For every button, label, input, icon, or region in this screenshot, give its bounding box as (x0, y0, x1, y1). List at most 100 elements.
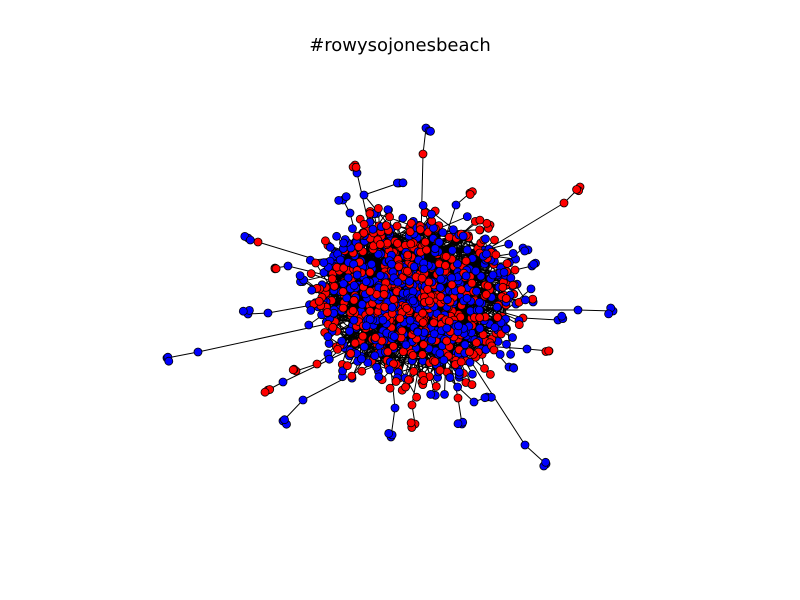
graph-node-red (394, 262, 404, 272)
graph-node-blue (378, 315, 388, 325)
graph-node-blue (365, 315, 375, 324)
graph-node-red (393, 238, 402, 248)
graph-node-red (314, 296, 324, 306)
graph-node-red (271, 264, 281, 274)
graph-node-red (402, 303, 412, 313)
graph-node-red (385, 383, 395, 393)
graph-node-red (253, 237, 263, 247)
graph-node-blue (359, 190, 369, 200)
graph-node-red (260, 387, 270, 397)
graph-node-blue (506, 349, 516, 359)
graph-node-red (491, 250, 501, 260)
graph-node-blue (238, 306, 248, 316)
graph-node-red (485, 369, 495, 379)
graph-node-red (346, 349, 356, 358)
graph-node-blue (361, 321, 371, 331)
graph-node-blue (352, 270, 362, 280)
graph-node-red (373, 203, 383, 213)
graph-node-blue (345, 208, 355, 218)
graph-node-blue (419, 264, 429, 274)
graph-node-red (342, 361, 352, 371)
graph-node-red (327, 274, 337, 284)
graph-node-blue (438, 228, 448, 237)
graph-node-red (406, 239, 416, 249)
graph-node-blue (298, 395, 308, 405)
graph-node-red (501, 294, 511, 303)
graph-node-red (415, 225, 425, 235)
graph-node-red (403, 250, 413, 260)
graph-node-red (349, 295, 359, 305)
graph-node-red (407, 400, 417, 410)
graph-node-red (544, 346, 554, 356)
graph-node-blue (323, 332, 333, 342)
graph-node-red (572, 185, 581, 194)
graph-node-blue (263, 308, 273, 318)
graph-node-red (365, 286, 375, 296)
graph-node-red (514, 320, 524, 330)
graph-node-red (288, 365, 298, 375)
graph-node-blue (454, 321, 463, 331)
graph-node-blue (295, 271, 305, 281)
graph-node-blue (426, 126, 435, 136)
graph-node-red (388, 341, 398, 351)
graph-node-blue (520, 440, 530, 450)
graph-node-blue (447, 245, 457, 255)
graph-node-blue (307, 285, 317, 295)
graph-node-blue (436, 274, 446, 284)
graph-node-blue (385, 365, 395, 375)
graph-node-blue (521, 295, 530, 305)
graph-node-blue (435, 348, 445, 358)
graph-node-red (429, 318, 439, 328)
graph-node-blue (389, 332, 399, 341)
graph-node-red (420, 237, 430, 247)
graph-edge (522, 317, 559, 321)
graph-node-red (359, 219, 369, 229)
graph-node-blue (408, 296, 418, 306)
graph-node-blue (418, 200, 428, 210)
graph-node-red (351, 162, 361, 172)
graph-node-blue (502, 339, 511, 349)
graph-node-blue (359, 342, 369, 352)
graph-node-red (442, 336, 452, 346)
graph-node-blue (164, 356, 174, 366)
graph-node-blue (471, 266, 481, 276)
graph-node-blue (448, 225, 458, 235)
graph-node-blue (375, 271, 385, 280)
graph-node-red (391, 377, 401, 386)
graph-node-red (492, 312, 502, 322)
graph-node-red (481, 290, 491, 299)
graph-node-red (357, 366, 367, 376)
graph-node-red (371, 333, 380, 342)
graph-node-red (417, 350, 427, 360)
graph-node-blue (509, 363, 519, 373)
graph-node-blue (434, 237, 444, 247)
graph-node-red (306, 269, 316, 279)
graph-node-blue (335, 255, 345, 265)
graph-node-red (461, 256, 471, 266)
graph-node-red (381, 221, 391, 230)
graph-node-red (406, 418, 416, 428)
graph-node-red (311, 258, 321, 268)
graph-node-blue (304, 320, 314, 330)
graph-node-blue (334, 195, 344, 205)
graph-node-red (418, 149, 428, 159)
graph-node-blue (339, 238, 348, 248)
graph-node-blue (453, 419, 463, 429)
graph-node-blue (504, 239, 514, 249)
graph-node-red (417, 273, 427, 283)
graph-node-blue (429, 329, 439, 339)
graph-node-blue (283, 261, 293, 271)
graph-node-red (435, 365, 445, 375)
graph-node-blue (480, 393, 490, 403)
graph-node-blue (325, 242, 335, 252)
graph-node-red (475, 215, 485, 225)
graph-node-blue (368, 224, 378, 234)
graph-node-blue (193, 347, 203, 357)
graph-edge (363, 182, 400, 196)
graph-node-blue (442, 323, 452, 333)
graph-node-blue (461, 271, 471, 281)
graph-node-red (483, 281, 493, 291)
graph-node-blue (488, 270, 498, 280)
graph-node-blue (245, 235, 255, 245)
